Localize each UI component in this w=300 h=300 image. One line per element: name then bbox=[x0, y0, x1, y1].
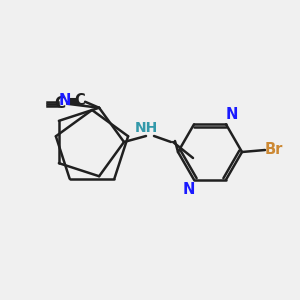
Text: N: N bbox=[59, 93, 71, 108]
Text: C: C bbox=[55, 96, 66, 111]
Text: N: N bbox=[182, 182, 195, 197]
Text: C: C bbox=[75, 93, 86, 108]
Text: N: N bbox=[225, 107, 238, 122]
Text: Br: Br bbox=[265, 142, 283, 158]
Text: NH: NH bbox=[134, 121, 158, 135]
